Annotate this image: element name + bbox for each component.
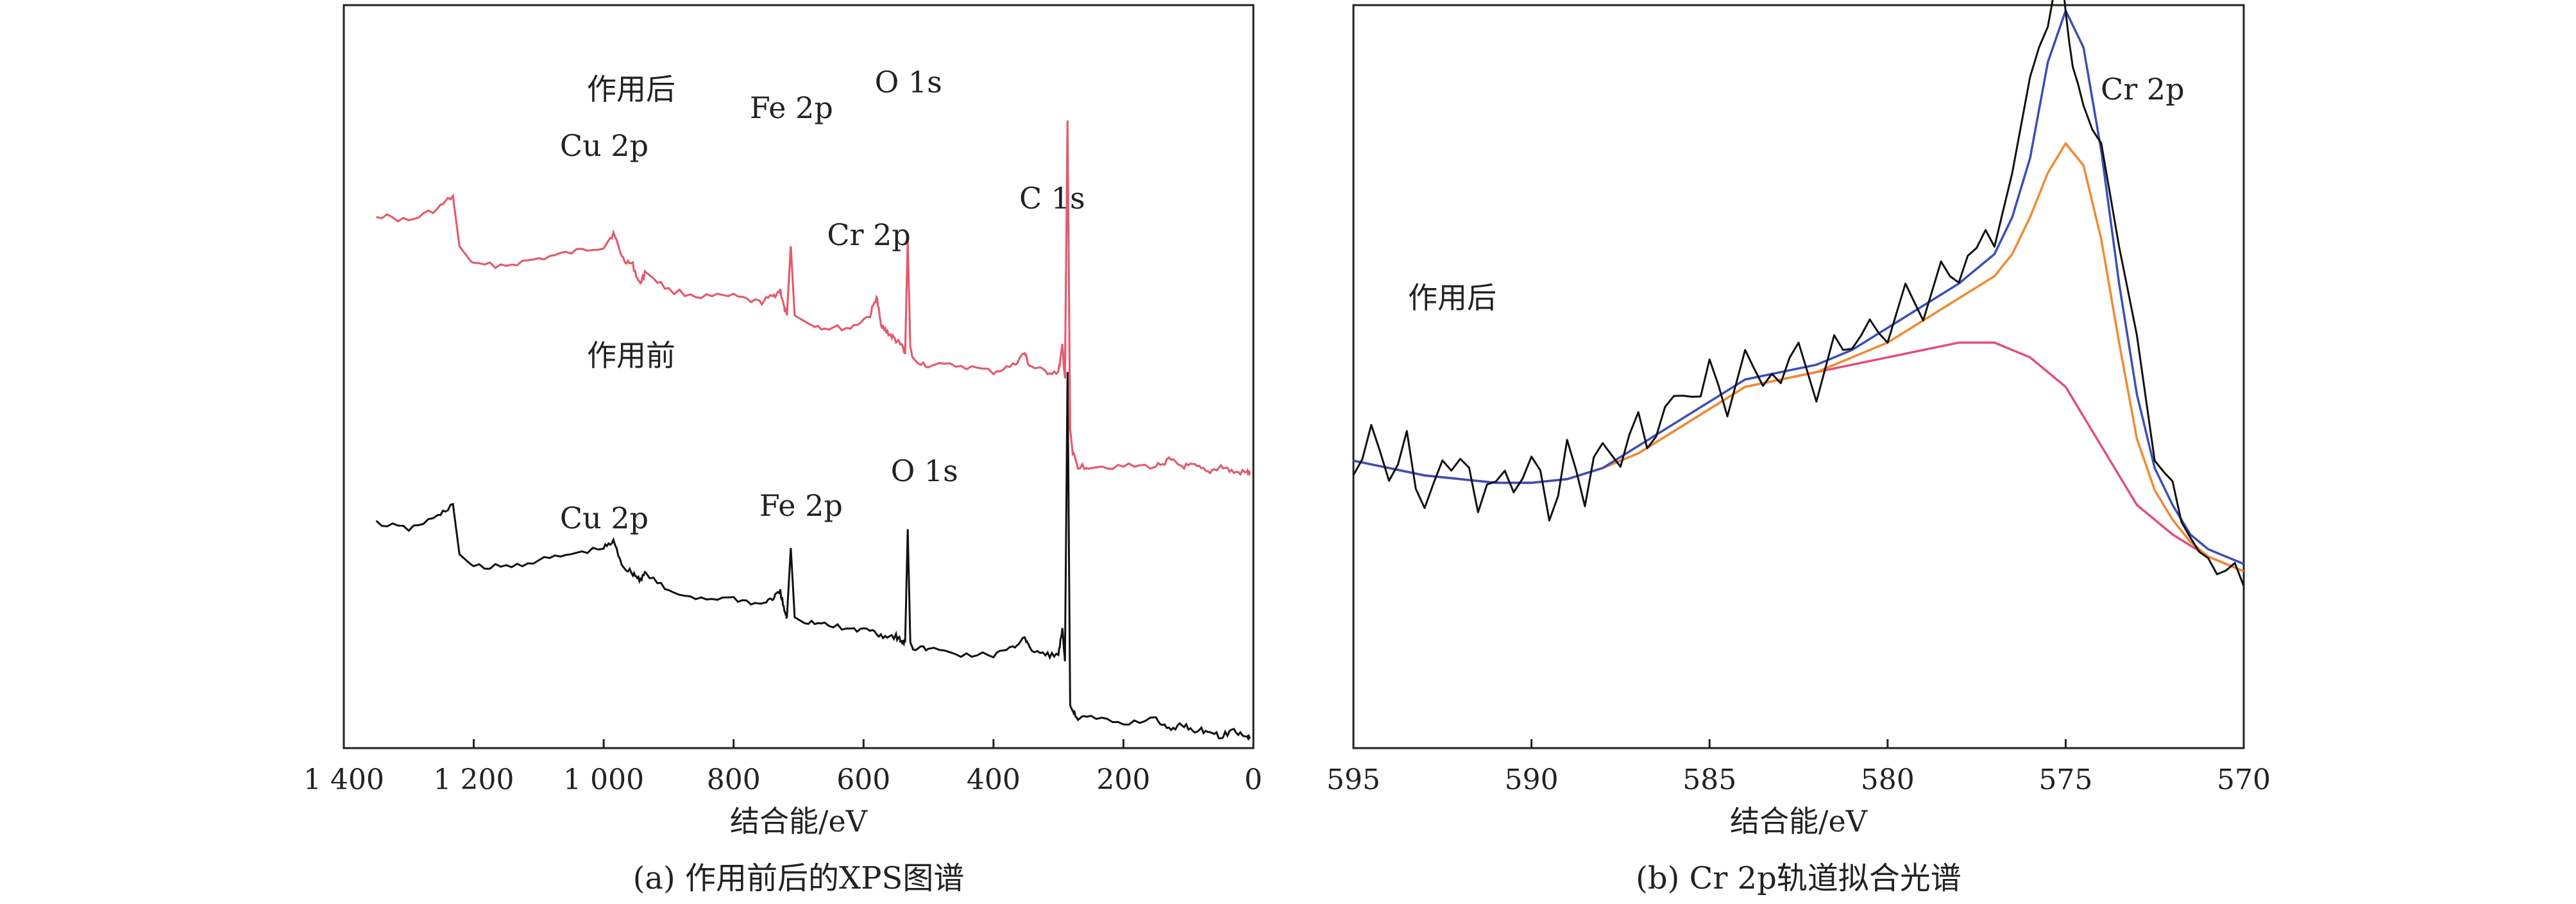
peak-label: C 1s — [1019, 181, 1085, 216]
peak-label: O 1s — [891, 454, 958, 488]
panel-a-plot-frame — [343, 4, 1255, 749]
panel-a-series-label-before: 作用前 — [587, 338, 675, 373]
series-line-fit-component — [1353, 142, 2244, 573]
panel-a-x-ticks: 1 400 1 200 1 000 800 600 400 200 0 — [303, 739, 1262, 796]
panel-b-x-ticks: 595 590 585 580 575 570 — [1326, 739, 2271, 796]
panel-a-xps-survey: 1 400 1 200 1 000 800 600 400 200 0 Cu 2p Fe 2p C… — [303, 4, 1262, 896]
panel-b-caption: (b) Cr 2p轨道拟合光谱 — [1636, 860, 1962, 896]
series-line — [376, 120, 1251, 477]
x-tick-label: 800 — [707, 763, 761, 796]
series-line-fit-envelope — [1353, 9, 2244, 565]
x-tick-label: 1 000 — [563, 763, 644, 796]
x-tick-label: 585 — [1682, 763, 1736, 796]
x-tick-label: 590 — [1505, 763, 1559, 796]
x-tick-label: 0 — [1244, 763, 1262, 796]
peak-label: Cu 2p — [560, 500, 648, 535]
series-line-overlay — [376, 120, 1251, 477]
x-tick-label: 600 — [836, 763, 890, 796]
x-tick-label: 1 400 — [303, 763, 384, 796]
panel-b-x-axis-label: 结合能/eV — [1730, 804, 1868, 839]
peak-label: Fe 2p — [750, 90, 833, 125]
panel-b-peak-label: Cr 2p — [2101, 72, 2185, 107]
panel-b-cr2p-fit: 595 590 585 580 575 570 作用后 Cr 2p 结合能/eV (b) … — [1326, 0, 2271, 896]
x-tick-label: 595 — [1326, 763, 1380, 796]
peak-label: Fe 2p — [759, 488, 843, 523]
x-tick-label: 575 — [2038, 763, 2092, 796]
x-tick-label: 570 — [2217, 763, 2271, 796]
panel-b-plot-frame — [1352, 4, 2245, 749]
panel-a-caption: (a) 作用前后的XPS图谱 — [633, 860, 965, 896]
series-line — [375, 371, 1251, 742]
panel-a-series — [375, 120, 1251, 742]
peak-label: Cu 2p — [560, 128, 648, 163]
panel-a-x-axis-label: 结合能/eV — [730, 804, 868, 839]
peak-label: Cr 2p — [827, 217, 911, 252]
series-line-raw — [1352, 0, 2245, 587]
x-tick-label: 1 200 — [434, 763, 514, 796]
x-tick-label: 400 — [967, 763, 1021, 796]
panel-b-series — [1352, 0, 2245, 587]
peak-label: O 1s — [875, 65, 942, 99]
panel-a-series-label-after: 作用后 — [587, 72, 675, 107]
panel-b-series-label: 作用后 — [1408, 280, 1496, 315]
x-tick-label: 200 — [1096, 763, 1150, 796]
x-tick-label: 580 — [1861, 763, 1915, 796]
